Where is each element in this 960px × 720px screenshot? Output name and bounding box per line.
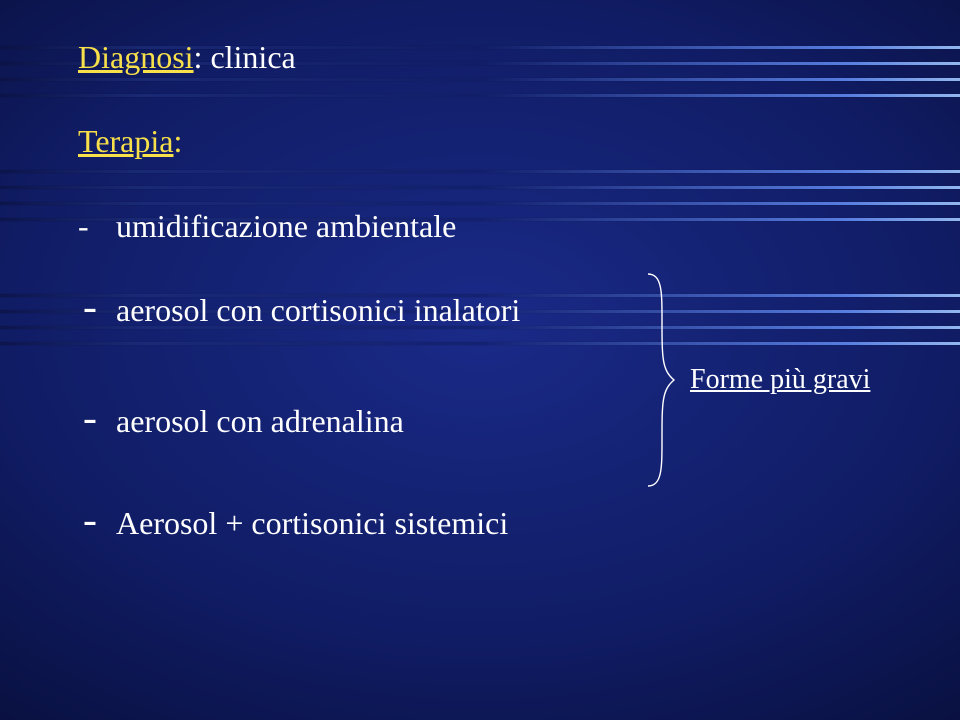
terapia-suffix: : <box>173 123 182 159</box>
slide: Diagnosi: clinica Terapia: - umidificazi… <box>0 0 960 720</box>
therapy-item-1: - umidificazione ambientale <box>78 207 900 245</box>
diagnosi-line: Diagnosi: clinica <box>78 38 900 76</box>
diagnosi-value: : clinica <box>194 39 296 75</box>
brace-group: Forme più gravi <box>640 270 870 490</box>
therapy-text-2: aerosol con cortisonici inalatori <box>116 291 520 329</box>
therapy-text-3: aerosol con adrenalina <box>116 402 404 440</box>
dash-3: - <box>78 407 116 439</box>
brace-label: Forme più gravi <box>690 364 870 396</box>
therapy-item-4: - Aerosol + cortisonici sistemici <box>78 504 900 542</box>
terapia-label: Terapia <box>78 123 173 159</box>
therapy-text-4: Aerosol + cortisonici sistemici <box>116 504 508 542</box>
dash-2: - <box>78 296 116 328</box>
curly-brace-icon <box>640 270 680 490</box>
dash-1: - <box>78 207 116 245</box>
diagnosi-label: Diagnosi <box>78 39 194 75</box>
terapia-heading: Terapia: <box>78 122 900 160</box>
dash-4: - <box>78 509 116 541</box>
therapy-text-1: umidificazione ambientale <box>116 207 456 245</box>
